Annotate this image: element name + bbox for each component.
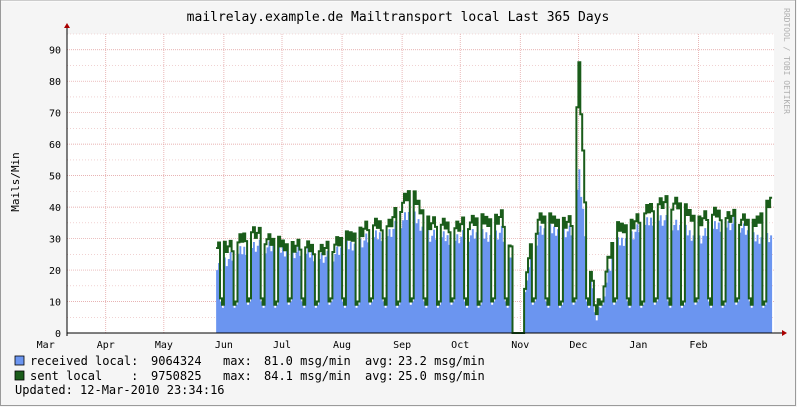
- y-tick-label-90: 90: [49, 46, 61, 57]
- y-tick-labels: 0 10 20 30 40 50 60 70 80 90: [49, 46, 61, 340]
- x-tick-label-jan: Jan: [629, 340, 647, 351]
- y-tick-label-80: 80: [49, 77, 61, 88]
- x-tick-label-mar: Mar: [37, 340, 55, 351]
- y-axis-arrow: [64, 23, 70, 28]
- y-axis-label: Mails/Min: [9, 152, 22, 212]
- x-tick-label-feb: Feb: [689, 340, 707, 351]
- y-tick-label-70: 70: [49, 109, 61, 120]
- legend: received local: 9064324 max: 81.0 msg/mi…: [14, 354, 485, 397]
- chart-title: mailrelay.example.de Mailtransport local…: [187, 10, 610, 25]
- y-tick-label-20: 20: [49, 266, 61, 277]
- legend-received-avg-prefix: avg:: [365, 354, 394, 368]
- legend-sent-total: 9750825: [151, 369, 202, 383]
- y-tick-label-0: 0: [55, 329, 61, 340]
- x-axis-arrow: [782, 330, 787, 336]
- x-tick-label-nov: Nov: [511, 340, 529, 351]
- grid: [67, 33, 774, 334]
- x-tick-label-may: May: [155, 340, 173, 351]
- y-tick-label-60: 60: [49, 140, 61, 151]
- x-tick-label-dec: Dec: [569, 340, 587, 351]
- legend-sent-max: 84.1 msg/min: [264, 369, 351, 383]
- y-tick-label-30: 30: [49, 235, 61, 246]
- y-tick-label-50: 50: [49, 172, 61, 183]
- series-sent-line: [216, 61, 773, 334]
- legend-sent-avg: 25.0 msg/min: [398, 369, 485, 383]
- y-tick-label-40: 40: [49, 203, 61, 214]
- legend-received-avg: 23.2 msg/min: [398, 354, 485, 368]
- x-tick-label-oct: Oct: [451, 340, 469, 351]
- legend-swatch-sent: [14, 370, 25, 381]
- legend-sent-label: sent local :: [30, 369, 138, 383]
- y-tick-label-10: 10: [49, 298, 61, 309]
- sent-local-line: [216, 61, 773, 334]
- legend-received-label: received local:: [30, 354, 138, 368]
- x-tick-label-aug: Aug: [333, 340, 351, 351]
- x-tick-labels: Mar Apr May Jun Jul Aug Sep Oct Nov Dec Jan Feb: [37, 340, 708, 351]
- x-tick-label-jun: Jun: [215, 340, 233, 351]
- watermark: RRDTOOL / TOBI OETIKER: [782, 8, 791, 114]
- legend-swatch-received: [14, 355, 25, 366]
- legend-received-total: 9064324: [151, 354, 202, 368]
- legend-sent-avg-prefix: avg:: [365, 369, 394, 383]
- legend-received-max: 81.0 msg/min: [264, 354, 351, 368]
- updated-timestamp: Updated: 12-Mar-2010 23:34:16: [15, 383, 225, 397]
- x-tick-label-sep: Sep: [393, 340, 411, 351]
- x-tick-label-jul: Jul: [273, 340, 291, 351]
- axes: [64, 23, 787, 336]
- legend-sent-max-prefix: max:: [223, 369, 252, 383]
- x-tick-label-apr: Apr: [97, 340, 115, 351]
- legend-received-max-prefix: max:: [223, 354, 252, 368]
